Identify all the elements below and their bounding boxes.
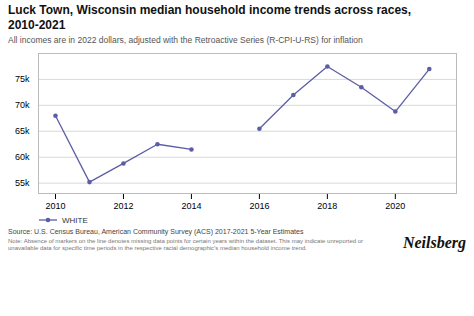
svg-text:55k: 55k <box>15 178 30 188</box>
svg-text:65k: 65k <box>15 126 30 136</box>
svg-text:75k: 75k <box>15 74 30 84</box>
html-text:All incomes are in 2022 dollar: All incomes are in 2022 dollars, adjuste… <box>8 35 363 45</box>
svg-text:2010: 2010 <box>45 201 65 211</box>
html-text:Note: Absence of markers on th: Note: Absence of markers on the line den… <box>8 237 364 251</box>
html-text:Source: U.S. Census Bureau, Am: Source: U.S. Census Bureau, American Com… <box>8 228 304 236</box>
html-text:Neilsberg: Neilsberg <box>402 234 466 251</box>
svg-text:2014: 2014 <box>181 201 201 211</box>
svg-text:60k: 60k <box>15 152 30 162</box>
svg-text:2020: 2020 <box>385 201 405 211</box>
svg-text:2012: 2012 <box>113 201 133 211</box>
svg-text:70k: 70k <box>15 100 30 110</box>
html-text:WHITE: WHITE <box>62 215 88 225</box>
svg-text:2016: 2016 <box>249 201 269 211</box>
svg-text:2018: 2018 <box>317 201 337 211</box>
html-text:Luck Town, Wisconsin median ho: Luck Town, Wisconsin median household in… <box>8 3 412 32</box>
